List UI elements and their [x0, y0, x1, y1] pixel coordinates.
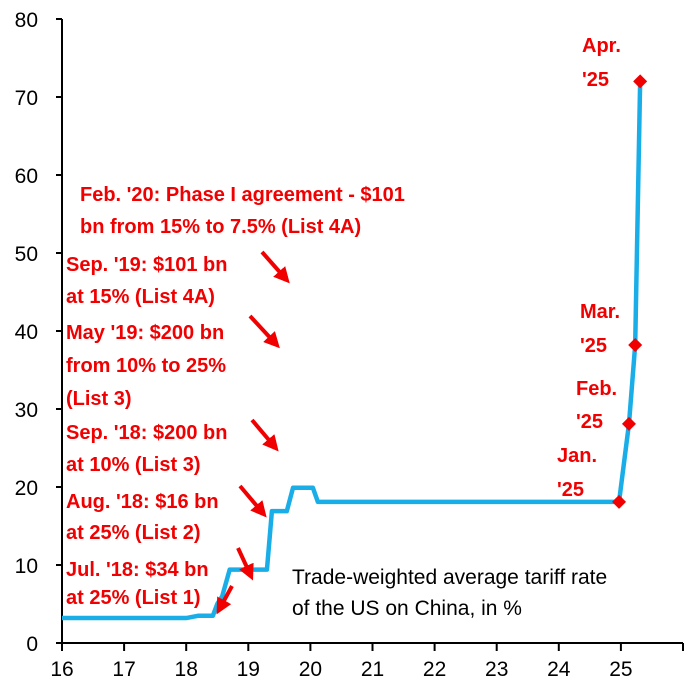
arrow-icon	[238, 484, 267, 518]
x-tick-label: 18	[175, 658, 198, 681]
tick-labels: 0 10 20 30 40 50 60 70 80 16 17 18 19 20 21 22 23 24 25	[15, 9, 633, 681]
marker-label-feb25-line1: Feb.	[576, 378, 617, 400]
annotation-feb20-line2: bn from 15% to 7.5% (List 4A)	[80, 216, 361, 238]
x-tick-label: 19	[237, 658, 260, 681]
axes	[56, 18, 684, 651]
arrow-icon	[260, 250, 290, 284]
annotations: Feb. '20: Phase I agreement - $101 bn fr…	[66, 184, 405, 609]
arrow-icon	[216, 585, 234, 615]
annotation-sep19-line2: at 15% (List 4A)	[66, 286, 215, 308]
annotation-may19-line3: (List 3)	[66, 388, 132, 410]
chart-note-line2: of the US on China, in %	[292, 597, 522, 620]
y-tick-label: 50	[15, 243, 38, 266]
y-tick-label: 20	[15, 477, 38, 500]
annotation-jul18-line1: Jul. '18: $34 bn	[66, 559, 209, 581]
y-tick-label: 60	[15, 165, 38, 188]
y-tick-label: 10	[15, 555, 38, 578]
y-tick-label: 0	[26, 633, 38, 656]
y-tick-label: 70	[15, 87, 38, 110]
annotation-sep18-line1: Sep. '18: $200 bn	[66, 422, 228, 444]
y-tick-label: 80	[15, 9, 38, 32]
annotation-sep18-line2: at 10% (List 3)	[66, 454, 200, 476]
x-tick-label: 25	[609, 658, 632, 681]
marker-diamond	[612, 494, 627, 509]
annotation-arrows	[216, 250, 290, 615]
marker-label-apr25-line1: Apr.	[582, 35, 621, 57]
marker-diamond	[633, 74, 648, 89]
x-tick-label: 23	[485, 658, 508, 681]
x-tick-label: 20	[299, 658, 322, 681]
arrow-icon	[248, 314, 280, 349]
x-tick-label: 17	[112, 658, 135, 681]
annotation-feb20-line1: Feb. '20: Phase I agreement - $101	[80, 184, 405, 206]
x-tick-label: 16	[50, 658, 73, 681]
marker-label-mar25-line1: Mar.	[580, 301, 620, 323]
annotation-aug18-line2: at 25% (List 2)	[66, 522, 200, 544]
chart-note-line1: Trade-weighted average tariff rate	[292, 566, 607, 589]
x-tick-label: 21	[361, 658, 384, 681]
annotation-may19-line1: May '19: $200 bn	[66, 322, 224, 344]
annotation-jul18-line2: at 25% (List 1)	[66, 587, 200, 609]
marker-diamond	[621, 416, 636, 431]
y-tick-label: 30	[15, 399, 38, 422]
annotation-sep19-line1: Sep. '19: $101 bn	[66, 254, 228, 276]
marker-labels: Apr. '25 Mar. '25 Feb. '25 Jan. '25	[557, 35, 621, 501]
marker-label-jan25-line2: '25	[557, 479, 584, 501]
marker-label-feb25-line2: '25	[576, 411, 603, 433]
marker-diamond	[628, 338, 643, 353]
y-tick-label: 40	[15, 321, 38, 344]
marker-label-mar25-line2: '25	[580, 335, 607, 357]
x-tick-label: 22	[423, 658, 446, 681]
annotation-may19-line2: from 10% to 25%	[66, 355, 226, 377]
marker-label-apr25-line2: '25	[582, 69, 609, 91]
markers	[612, 74, 648, 509]
arrow-icon	[250, 418, 279, 452]
series-line-tariff-rate	[62, 81, 643, 621]
marker-label-jan25-line1: Jan.	[557, 445, 597, 467]
annotation-aug18-line1: Aug. '18: $16 bn	[66, 491, 219, 513]
x-tick-label: 24	[547, 658, 571, 681]
arrow-icon	[236, 547, 254, 581]
